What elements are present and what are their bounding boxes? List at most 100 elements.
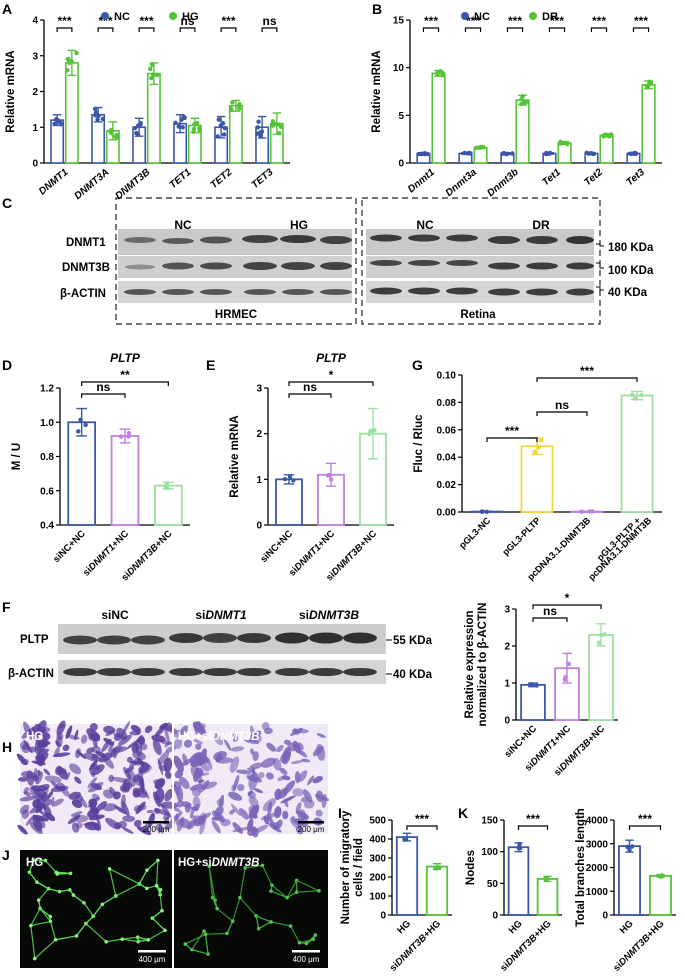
stained-cell: [144, 725, 153, 734]
stained-cell: [87, 777, 98, 789]
blot-c-size-2: 100 KDa: [608, 265, 654, 277]
stained-cell: [292, 728, 298, 735]
tube-segment: [122, 938, 139, 943]
stained-cell: [75, 794, 84, 803]
chart-G-point: [630, 392, 635, 397]
chart-B-ytick-label: 10: [393, 63, 405, 74]
chart-A-point: [155, 72, 160, 78]
chart-A-point: [151, 72, 156, 77]
stained-cell: [70, 811, 83, 817]
chart-G-sig-bracket: [486, 437, 538, 442]
chart-B-bar: [557, 142, 572, 164]
stained-cell: [23, 739, 33, 754]
chart-G-point: [639, 392, 644, 398]
stained-cell: [25, 814, 36, 826]
stained-cell: [154, 808, 170, 816]
stained-cell: [283, 739, 292, 745]
stained-cell: [248, 805, 258, 815]
chart-B-point: [500, 151, 505, 156]
chart-A-point: [138, 122, 143, 127]
stained-cell: [233, 774, 240, 791]
chart-K1-bar: [536, 878, 559, 916]
chart-K1-ylabel: Nodes: [465, 850, 477, 885]
tube-segment: [212, 897, 218, 909]
stained-cell: [81, 734, 88, 744]
stained-cell: [232, 822, 243, 834]
stained-cell: [58, 723, 66, 729]
stained-cell: [229, 756, 240, 773]
stained-cell: [266, 742, 277, 752]
chart-B-bar: [599, 134, 614, 164]
chart-A-point: [93, 113, 98, 118]
stained-cell: [105, 817, 121, 830]
stained-cell: [280, 795, 296, 804]
chart-B-point: [480, 144, 485, 150]
stained-cell: [194, 728, 201, 735]
stained-cell: [69, 763, 82, 775]
stained-cell: [31, 760, 46, 765]
chart-A-point: [92, 106, 98, 112]
stained-cell: [260, 757, 276, 768]
stained-cell: [191, 788, 201, 797]
stained-cell: [155, 787, 165, 803]
chart-K2-ytick-label: 0: [602, 911, 608, 922]
chart-A-sig-label: ***: [139, 14, 153, 28]
stained-cell: [90, 782, 102, 791]
chart-A-point: [179, 117, 184, 122]
stained-cell: [44, 775, 62, 783]
stained-cell: [35, 803, 45, 814]
chart-F-point: [596, 640, 602, 645]
tube-segment: [261, 865, 273, 886]
chart-E-point: [328, 477, 334, 482]
stained-cell: [296, 742, 304, 751]
stained-cell: [231, 733, 238, 742]
chart-B-ytick-label: 15: [393, 16, 405, 27]
chart-A-point: [191, 129, 196, 135]
stained-cell: [195, 743, 202, 750]
chart-B-point: [547, 151, 552, 156]
panel-letter-f: F: [2, 599, 11, 615]
chart-A-point: [180, 125, 185, 130]
chart-A-point: [236, 103, 242, 108]
chart-A-point: [256, 119, 261, 124]
chart-D-sig-label: **: [120, 368, 130, 382]
chart-F-sig-label: ns: [543, 604, 557, 618]
chart-B-bar: [641, 84, 656, 164]
chart-K1-sig-label: ***: [526, 812, 540, 826]
stained-cell: [300, 758, 311, 763]
stained-cell: [295, 826, 304, 835]
stained-cell: [177, 816, 185, 832]
stained-cell: [38, 741, 46, 753]
chart-I-point: [403, 837, 408, 842]
chart-K2-ytick-label: 4000: [586, 816, 609, 827]
stained-cell: [160, 740, 173, 745]
chart-B-category-label: Tet2: [582, 167, 605, 189]
stained-cell: [108, 740, 115, 753]
tube-segment: [191, 949, 209, 955]
chart-A-point: [114, 132, 119, 138]
chart-I-bar: [395, 836, 419, 916]
chart-B-category-label: Tet1: [540, 167, 563, 189]
chart-B-point: [519, 97, 524, 102]
stained-cell: [176, 800, 184, 808]
chart-B-sig-label: ***: [634, 14, 648, 28]
chart-K1-sig-bracket: [517, 825, 549, 830]
chart-G-category-label: pGL3-NC: [457, 515, 492, 550]
blot-c-size-3: 40 KDa: [608, 287, 648, 299]
chart-D-point: [126, 434, 131, 439]
tube-segment: [30, 908, 41, 926]
stained-cell: [248, 796, 259, 808]
stained-cell: [164, 727, 170, 743]
chart-K2-point: [629, 844, 635, 849]
chart-I: 0 100 200 300 400 500 Number of migratory cells…: [340, 810, 452, 974]
chart-D-title: PLTP: [110, 351, 141, 365]
chart-B-bar: [515, 99, 530, 164]
tube-node: [31, 858, 36, 862]
tube-node: [160, 908, 164, 913]
stained-cell: [253, 788, 264, 794]
chart-B-point: [474, 145, 479, 151]
blot-f-row-label-2: β-ACTIN: [8, 668, 54, 680]
stained-cell: [214, 806, 224, 817]
stained-cell: [173, 738, 183, 749]
